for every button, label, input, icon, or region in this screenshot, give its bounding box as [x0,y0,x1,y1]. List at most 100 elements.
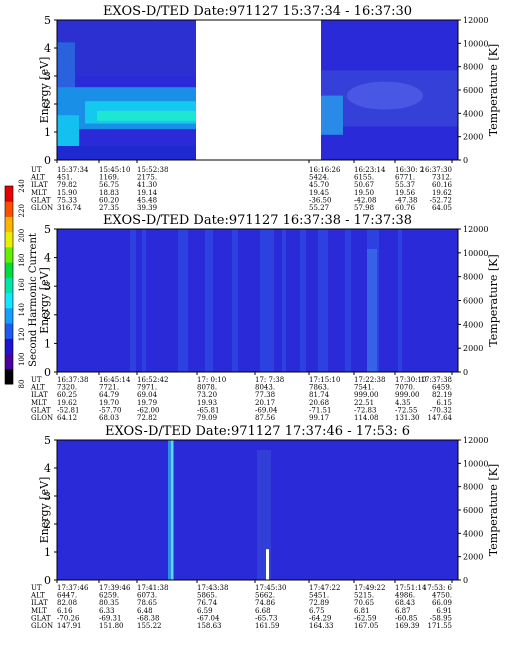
param-value: 87.56 [255,414,276,422]
param-value: -62.00 [137,406,159,414]
panel-title: EXOS-D/TED Date:971127 17:37:46 - 17:53:… [105,424,410,439]
param-value: 22.51 [354,399,374,407]
param-value: 56.75 [99,181,119,189]
param-value: 16:16:26 [309,166,341,174]
param-value: 17: 7:38 [255,376,284,384]
param-value: 16:37:38 [57,376,88,384]
param-value: 72.82 [137,414,157,422]
param-value: 64.79 [99,391,119,399]
param-value: 7721. [99,384,119,392]
param-value: 80.35 [99,599,119,607]
param-value: 41.30 [137,181,157,189]
param-value: 169.39 [395,622,420,630]
param-label: ALT [30,592,45,600]
param-value: 7541. [354,384,374,392]
param-label: GLAT [31,614,51,622]
plasma-stripe [367,249,377,372]
colorbar-tick-label: 120 [18,328,26,341]
colorbar-frame [4,185,14,385]
colorbar-segment [5,307,13,324]
param-value: -60.85 [395,614,417,622]
y-tick-label: 1 [44,126,51,139]
param-label: UT [31,584,42,592]
param-value: 27.35 [99,204,119,212]
colorbar-segment [5,353,13,370]
y2-tick-label: 6000 [463,297,483,306]
param-value: 131.30 [395,414,420,422]
param-value: 17:15:10 [309,376,340,384]
colorbar-tick-label: 160 [18,278,26,291]
param-value: 19.93 [197,399,217,407]
param-label: GLAT [31,196,51,204]
param-value: 999.00 [354,391,379,399]
y-tick-label: 2 [44,98,51,111]
param-value: 16:30: 2 [395,166,424,174]
y-tick-label: 4 [44,42,51,55]
param-value: 171.55 [428,622,453,630]
param-value: -52.81 [57,406,79,414]
y-tick-label: 3 [44,70,51,83]
colorbar-tick-label: 200 [18,229,26,242]
param-label: GLAT [31,406,51,414]
y-tick-label: 2 [44,309,51,322]
y-axis-label: Energy [eV] [38,267,51,334]
param-value: 45.48 [137,196,157,204]
param-value: -71.51 [309,406,331,414]
colorbar-tick-label: 220 [18,204,26,217]
param-value: 147.91 [57,622,82,630]
y2-axis-label: Temperature [K] [487,254,500,346]
param-value: 17:30:10 [395,376,426,384]
param-value: 6.59 [197,607,213,615]
param-value: 17:53: 6 [423,584,453,592]
y2-tick-label: 2000 [463,133,483,142]
param-value: 16:37:30 [421,166,452,174]
param-value: 6.68 [255,607,271,615]
param-label: MLT [31,189,47,197]
param-value: -42.08 [354,196,376,204]
y-tick-label: 0 [44,574,51,587]
y-tick-label: 3 [44,490,51,503]
y2-tick-label: 4000 [463,529,483,538]
param-value: 60.76 [395,204,416,212]
param-value: 16:45:14 [99,376,131,384]
param-value: 15:37:34 [57,166,89,174]
param-label: ILAT [31,181,48,189]
colorbar-segment [5,262,13,278]
param-value: 19.79 [137,399,157,407]
colorbar-segment [5,231,13,248]
y2-tick-label: 2000 [463,344,483,353]
param-value: 999.00 [395,391,420,399]
param-value: 164.33 [309,622,334,630]
y2-tick-label: 10000 [463,39,488,48]
y2-tick-label: 4000 [463,320,483,329]
param-value: 39.39 [137,204,157,212]
plasma-region [57,42,75,96]
param-value: 60.20 [99,196,119,204]
y2-tick-label: 4000 [463,109,483,118]
param-value: 19.70 [99,399,119,407]
param-value: -69.04 [255,406,278,414]
y2-tick-label: 0 [463,576,468,585]
param-label: ALT [30,174,45,182]
param-value: 57.98 [354,204,374,212]
param-value: 6.81 [354,607,370,615]
colorbar-tick-label: 100 [18,353,26,366]
plasma-stripe [232,229,238,372]
param-value: 7971. [137,384,157,392]
y-axis-label: Energy [eV] [38,477,51,544]
param-value: 75.33 [57,196,77,204]
y2-tick-label: 10000 [463,459,488,468]
param-value: 15:45:10 [99,166,130,174]
param-value: 8043. [255,384,275,392]
param-value: 76.74 [197,599,218,607]
param-value: 68.03 [99,414,119,422]
param-value: 64.12 [57,414,77,422]
plasma-band [321,95,343,135]
param-value: 16:23:14 [354,166,386,174]
param-value: 114.08 [354,414,379,422]
colorbar-tick-label: 180 [18,254,26,267]
plot-area [57,229,458,372]
param-value: 82.08 [57,599,77,607]
param-value: 6.48 [137,607,153,615]
plasma-region [57,20,196,76]
